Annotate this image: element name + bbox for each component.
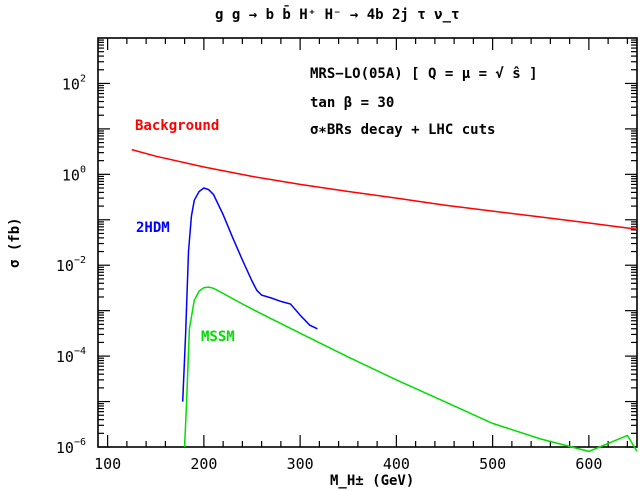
series-label-background: Background: [135, 118, 219, 134]
label-layer: 100 200 300 400 500 600 10−6 10−4 10−2 100 102 Back…: [56, 73, 603, 473]
chart-title: g g → b b̄ H⁺ H⁻ → 4b 2j τ ν_τ: [215, 4, 459, 23]
x-tick-label: 600: [575, 455, 602, 473]
series-layer: [131, 148, 638, 453]
y-tick-label: 10−4: [56, 346, 86, 366]
y-tick-label: 10−6: [56, 437, 86, 457]
tick-layer: [98, 38, 637, 448]
plot-frame: [97, 37, 638, 448]
x-axis-label: M_H± (GeV): [330, 473, 414, 489]
series-label-mssm: MSSM: [201, 329, 235, 345]
y-tick-label: 102: [62, 73, 86, 93]
y-tick-label: 10−2: [56, 255, 86, 275]
series-line-2hdm: [181, 187, 318, 402]
y-axis-label: σ (fb): [7, 217, 23, 268]
x-tick-label: 500: [479, 455, 506, 473]
x-tick-label: 300: [287, 455, 314, 473]
annotation-cuts: σ∗BRs decay + LHC cuts: [310, 122, 495, 138]
series-label-2hdm: 2HDM: [136, 220, 170, 236]
y-tick-label: 100: [62, 164, 86, 184]
x-tick-label: 100: [94, 455, 121, 473]
x-tick-label: 200: [190, 455, 217, 473]
series-line-mssm: [183, 286, 638, 453]
series-line-background: [131, 148, 638, 230]
x-tick-label: 400: [383, 455, 410, 473]
annotation-pdf: MRS−LO(05A) [ Q = μ = √ ŝ ]: [310, 66, 538, 82]
annotation-tanbeta: tan β = 30: [310, 95, 394, 111]
